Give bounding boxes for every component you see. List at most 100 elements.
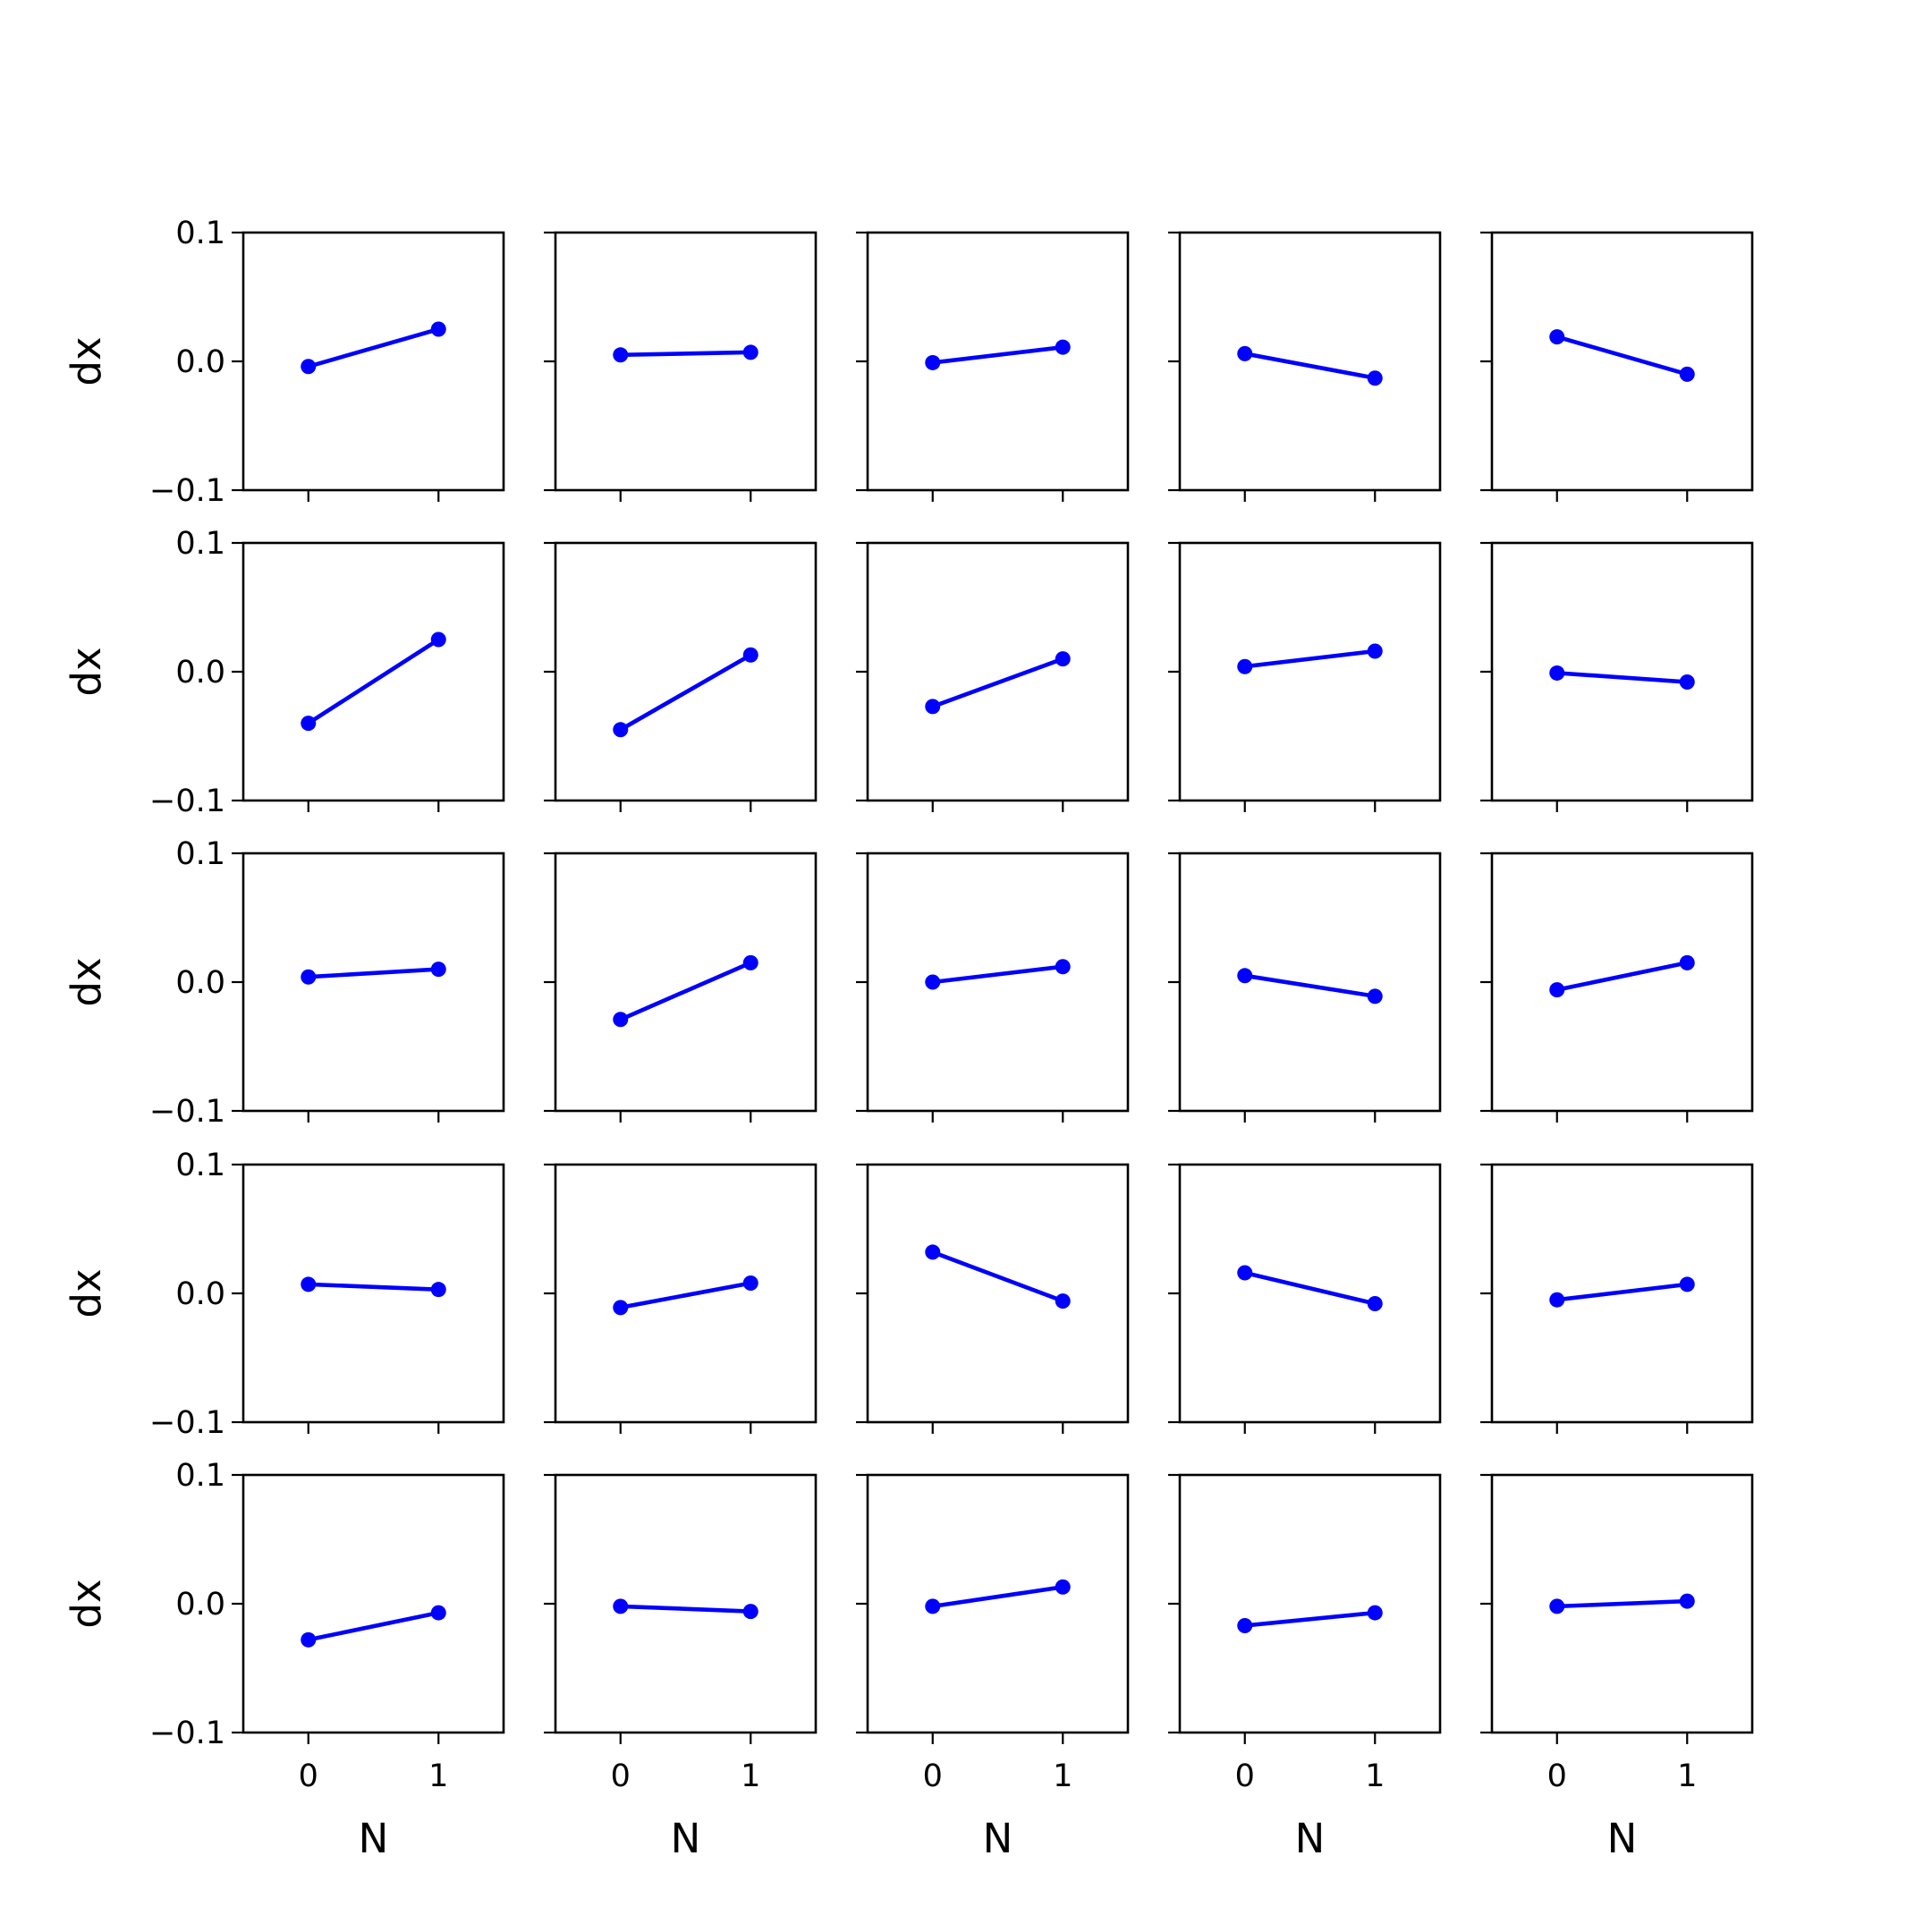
- data-point: [1055, 651, 1071, 667]
- x-tick-label: 0: [923, 1758, 943, 1794]
- series-line: [305, 326, 442, 369]
- x-axis-label: N: [359, 1815, 389, 1862]
- data-point: [742, 954, 758, 970]
- data-point: [1055, 339, 1071, 355]
- data-point: [301, 716, 317, 732]
- subplot-r2-c3: [856, 541, 1130, 812]
- data-point: [742, 1275, 758, 1291]
- data-point: [430, 321, 446, 337]
- series-line: [929, 1249, 1066, 1304]
- axes-frame: [242, 231, 505, 492]
- subplot-r1-c2: [544, 231, 818, 502]
- series-line: [618, 350, 753, 358]
- axes-frame: [242, 541, 505, 802]
- data-point: [1549, 665, 1565, 681]
- subplot-r1-c4: [1168, 231, 1442, 502]
- y-tick-label: 0.0: [175, 655, 225, 691]
- x-axis-label: N: [1295, 1815, 1326, 1862]
- subplot-r5-c2: 0 1 N: [544, 1473, 818, 1862]
- series-line: [929, 656, 1066, 709]
- series-line: [1242, 648, 1377, 669]
- x-tick-label: 1: [1053, 1758, 1072, 1794]
- series-line: [306, 1282, 441, 1292]
- data-point: [742, 1604, 758, 1620]
- y-tick-label: 0.1: [175, 1148, 225, 1183]
- data-point: [301, 1276, 317, 1292]
- series-line: [930, 344, 1065, 365]
- subplot-r1-c3: [856, 231, 1130, 502]
- y-tick-label: 0.0: [175, 344, 225, 380]
- data-point: [1237, 1617, 1253, 1633]
- subplot-r3-c2: [544, 852, 818, 1123]
- x-axis-label: N: [983, 1815, 1013, 1862]
- series-line: [617, 652, 754, 733]
- data-point: [1367, 1605, 1383, 1621]
- subplot-r5-c3: 0 1 N: [856, 1473, 1130, 1862]
- series-line: [1242, 351, 1377, 381]
- axes-frame: [866, 541, 1130, 802]
- data-point: [1237, 1265, 1253, 1281]
- data-point: [1055, 1579, 1071, 1595]
- subplot-r2-c4: [1168, 541, 1442, 812]
- x-axis-label: N: [671, 1815, 701, 1862]
- series-line: [1555, 1598, 1690, 1609]
- axes-frame: [554, 852, 818, 1113]
- subplot-r1-c5: [1480, 231, 1754, 502]
- y-axis-label: dx: [63, 336, 110, 386]
- x-tick-label: 1: [1365, 1758, 1385, 1794]
- x-tick-label: 0: [611, 1758, 631, 1794]
- x-tick-label: 1: [428, 1758, 448, 1794]
- x-tick-label: 0: [1235, 1758, 1255, 1794]
- y-axis-label: dx: [63, 1268, 110, 1318]
- axes-frame: [554, 231, 818, 492]
- x-axis-label: N: [1607, 1815, 1638, 1862]
- data-point: [1679, 1276, 1695, 1292]
- subplot-r3-c4: [1168, 852, 1442, 1123]
- axes-frame: [242, 1473, 505, 1734]
- data-point: [925, 1598, 941, 1614]
- data-point: [1237, 345, 1253, 361]
- data-point: [1679, 674, 1695, 691]
- data-point: [925, 699, 941, 715]
- series-line: [1555, 670, 1690, 684]
- series-line: [305, 636, 442, 726]
- series-line: [1555, 960, 1690, 993]
- y-tick-label: 0.0: [175, 965, 225, 1001]
- data-point: [613, 1012, 629, 1028]
- data-point: [1367, 370, 1383, 386]
- data-point: [301, 359, 317, 375]
- x-tick-label: 1: [741, 1758, 760, 1794]
- y-tick-label: 0.0: [175, 1276, 225, 1312]
- y-tick-label: −0.1: [149, 1094, 225, 1130]
- y-axis-label: dx: [63, 647, 110, 696]
- x-tick-label: 0: [1547, 1758, 1567, 1794]
- series-line: [617, 960, 754, 1022]
- data-point: [925, 1244, 941, 1260]
- y-tick-label: −0.1: [149, 1405, 225, 1441]
- y-tick-label: −0.1: [149, 1716, 225, 1751]
- y-tick-label: 0.1: [175, 1458, 225, 1494]
- series-line: [1242, 973, 1377, 999]
- y-tick-label: 0.1: [175, 216, 225, 251]
- y-tick-label: −0.1: [149, 784, 225, 819]
- data-point: [1237, 658, 1253, 674]
- data-point: [925, 974, 941, 990]
- series-line: [306, 967, 441, 979]
- subplot-r3-c1: 0.1 0.0 −0.1 dx: [63, 836, 505, 1130]
- data-point: [430, 962, 446, 978]
- subplot-r5-c5: 0 1 N: [1480, 1473, 1754, 1862]
- data-point: [1367, 988, 1383, 1004]
- series-line: [930, 1584, 1065, 1609]
- axes-frame: [1178, 1473, 1442, 1734]
- series-line: [1242, 1610, 1377, 1629]
- series-line: [1554, 334, 1690, 377]
- axes-frame: [1178, 231, 1442, 492]
- axes-frame: [1178, 852, 1442, 1113]
- data-point: [613, 1598, 629, 1614]
- series-line: [618, 1604, 753, 1614]
- x-tick-label: 0: [299, 1758, 318, 1794]
- subplot-r2-c5: [1480, 541, 1754, 812]
- data-point: [430, 631, 446, 648]
- data-point: [1679, 954, 1695, 970]
